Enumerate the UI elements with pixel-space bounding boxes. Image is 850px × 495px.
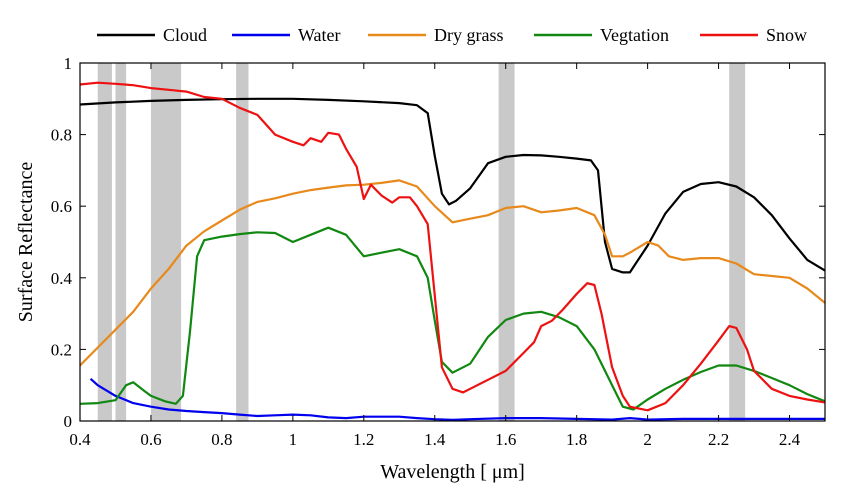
x-tick-label: 2.4 [779, 430, 801, 449]
shaded-band-6 [729, 63, 746, 421]
legend-label-dry-grass: Dry grass [434, 25, 504, 45]
x-tick-label: 0.4 [69, 430, 91, 449]
legend-label-snow: Snow [766, 25, 807, 45]
shaded-band-2 [115, 63, 127, 421]
series-line-vegtation [79, 226, 826, 411]
x-tick-label: 1 [289, 430, 298, 449]
x-tick-label: 2 [643, 430, 652, 449]
series-lines [79, 81, 826, 421]
shaded-bands [97, 63, 746, 421]
x-tick-label: 1.8 [566, 430, 587, 449]
x-tick-label: 0.8 [211, 430, 232, 449]
shaded-band-3 [150, 63, 182, 421]
x-tick-label: 0.6 [140, 430, 161, 449]
y-tick-label: 0 [64, 412, 73, 431]
legend-label-cloud: Cloud [163, 25, 207, 45]
shaded-band-4 [236, 63, 249, 421]
x-tick-label: 1.6 [495, 430, 516, 449]
y-tick-label: 1 [64, 54, 73, 73]
series-line-snow [79, 81, 826, 412]
shaded-band-1 [97, 63, 112, 421]
y-tick-label: 0.8 [51, 126, 72, 145]
series-line-water [89, 377, 825, 421]
legend-label-vegtation: Vegtation [600, 25, 669, 45]
y-tick-label: 0.6 [51, 197, 72, 216]
y-axis-title: Surface Reflectance [15, 162, 37, 323]
series-line-cloud [79, 97, 826, 274]
y-tick-label: 0.2 [51, 340, 72, 359]
series-line-dry-grass [79, 179, 826, 367]
y-tick-label: 0.4 [51, 269, 73, 288]
plot-frame [79, 62, 826, 422]
shaded-band-5 [498, 63, 515, 421]
legend-label-water: Water [298, 25, 341, 45]
x-tick-label: 2.2 [708, 430, 729, 449]
axis-ticks: 0.4 0.6 0.8 1 1.2 1.4 1.6 1.8 2 2.2 2.4 0 0.2 0.4 0.6 0… [51, 54, 825, 449]
x-axis-title: Wavelength [ μm] [380, 461, 525, 483]
legend: Cloud Water Dry grass Vegtation Snow [97, 25, 807, 45]
x-tick-label: 1.4 [424, 430, 446, 449]
x-tick-label: 1.2 [353, 430, 374, 449]
